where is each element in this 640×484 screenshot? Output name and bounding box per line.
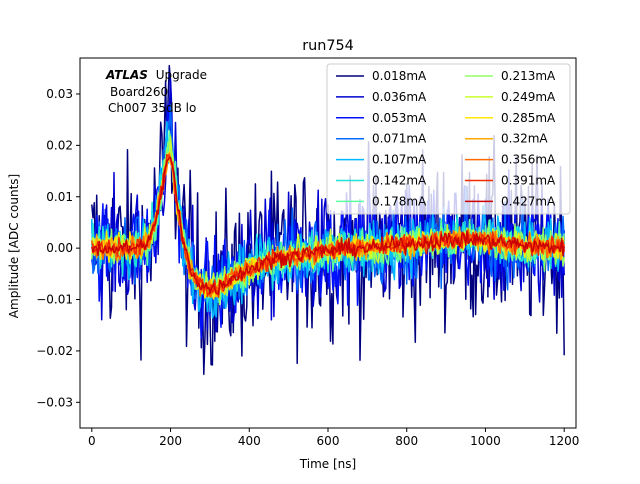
board-label: Board260 [110, 85, 168, 99]
y-axis-label: Amplitude [ADC counts] [7, 174, 21, 318]
legend-label: 0.32mA [501, 132, 548, 146]
y-tick-label: −0.03 [36, 395, 73, 409]
svg-text:ATLAS Upgrade: ATLAS Upgrade [105, 68, 207, 82]
y-tick-label: −0.01 [36, 293, 73, 307]
series-layer [91, 64, 565, 376]
series-line [91, 136, 565, 299]
legend-label: 0.018mA [372, 69, 427, 83]
legend-label: 0.107mA [372, 153, 427, 167]
legend-label: 0.053mA [372, 111, 427, 125]
y-tick-label: −0.02 [36, 344, 73, 358]
legend-label: 0.427mA [501, 194, 556, 208]
atlas-annotation: ATLAS Upgrade Board260 Ch007 35dB lo [105, 68, 207, 115]
x-tick-label: 400 [238, 434, 261, 448]
legend-box [326, 63, 571, 215]
legend-label: 0.213mA [501, 69, 556, 83]
legend-label: 0.178mA [372, 194, 427, 208]
series-line [91, 154, 565, 298]
atlas-label: ATLAS [105, 68, 148, 82]
legend: 0.018mA 0.036mA 0.053mA 0.071mA 0.107mA 0.142… [326, 63, 571, 215]
y-tick-label: 0.03 [46, 87, 73, 101]
y-tick-label: 0.01 [46, 190, 73, 204]
ticks-layer: 0 200 400 600 800 1000 1200 −0.03 −0.02 −0.01 0.00… [36, 87, 579, 448]
plot-frame [79, 57, 577, 429]
legend-label: 0.249mA [501, 90, 556, 104]
x-tick-label: 200 [159, 434, 182, 448]
y-tick-label: 0.02 [46, 138, 73, 152]
chart-title: run754 [302, 38, 354, 54]
x-tick-label: 1000 [470, 434, 501, 448]
legend-label: 0.356mA [501, 153, 556, 167]
legend-label: 0.285mA [501, 111, 556, 125]
x-tick-label: 0 [88, 434, 96, 448]
series-line [91, 156, 565, 295]
legend-label: 0.391mA [501, 174, 556, 188]
channel-label: Ch007 35dB lo [108, 101, 196, 115]
y-tick-label: 0.00 [46, 241, 73, 255]
upgrade-label: Upgrade [156, 68, 207, 82]
legend-label: 0.142mA [372, 174, 427, 188]
x-tick-label: 800 [395, 434, 418, 448]
legend-label: 0.036mA [372, 90, 427, 104]
x-tick-label: 1200 [549, 434, 580, 448]
x-tick-label: 600 [317, 434, 340, 448]
x-axis-label: Time [ns] [299, 457, 356, 471]
legend-label: 0.071mA [372, 132, 427, 146]
